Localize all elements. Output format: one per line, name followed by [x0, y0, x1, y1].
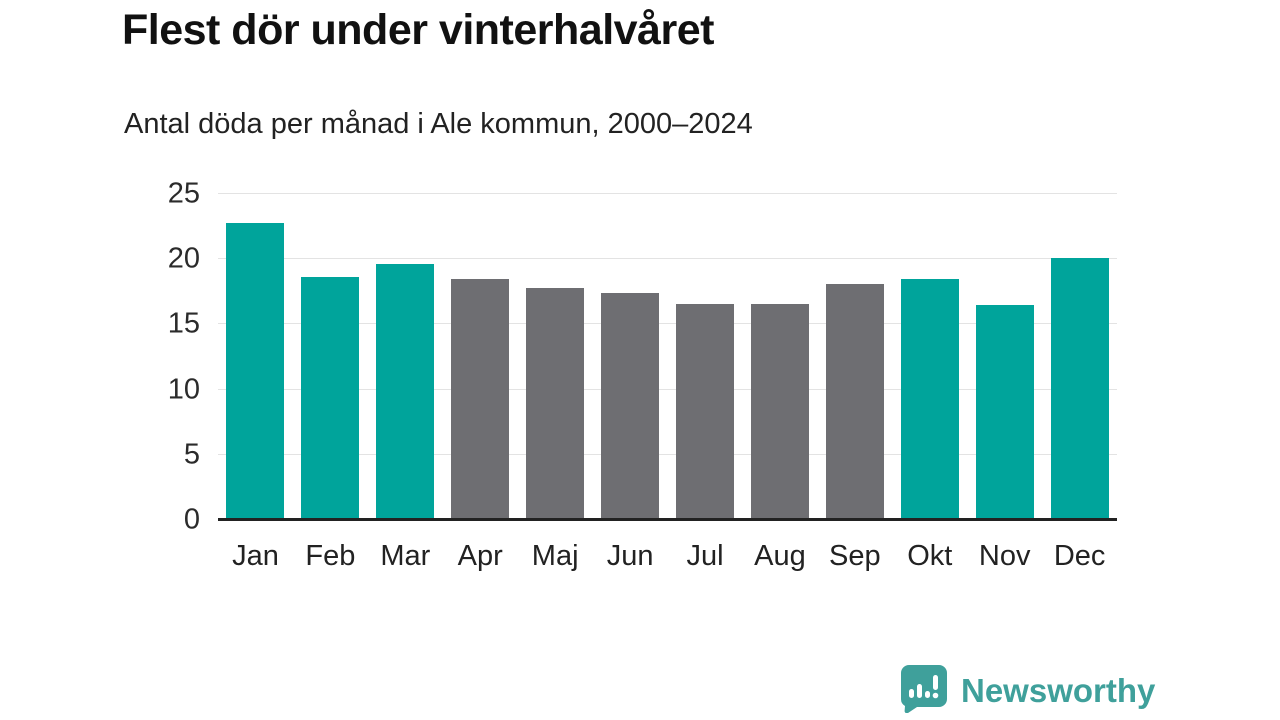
newsworthy-logo-icon — [897, 663, 949, 718]
bar-nov — [975, 304, 1034, 520]
newsworthy-logo-text: Newsworthy — [961, 671, 1156, 709]
bar-slot-mar — [368, 194, 443, 520]
gridline-10 — [218, 388, 1117, 390]
bar-slot-sep — [817, 194, 892, 520]
x-tick-label-apr: Apr — [457, 540, 503, 572]
x-tick-label-mar: Mar — [380, 540, 431, 572]
bar-slot-jun — [593, 194, 668, 520]
y-tick-label-20: 20 — [167, 242, 200, 275]
bar-okt — [900, 278, 959, 520]
bar-jun — [601, 293, 660, 520]
y-tick-label-25: 25 — [167, 177, 200, 210]
y-axis: 0 5 10 15 20 25 — [120, 178, 200, 536]
x-tick-label-okt: Okt — [907, 540, 953, 572]
chart-title: Flest dör under vinterhalvåret — [122, 6, 714, 54]
bar-jan — [226, 222, 285, 520]
x-tick-label-jan: Jan — [232, 540, 279, 572]
bars-container — [218, 194, 1117, 520]
x-tick-label-jul: Jul — [686, 540, 724, 572]
x-tick-label-maj: Maj — [531, 540, 579, 572]
y-tick-label-10: 10 — [167, 373, 200, 406]
y-tick-label-5: 5 — [183, 438, 200, 471]
gridline-15 — [218, 323, 1117, 325]
bar-slot-maj — [518, 194, 593, 520]
bar-slot-aug — [742, 194, 817, 520]
bar-slot-feb — [293, 194, 368, 520]
x-tick-label-feb: Feb — [305, 540, 356, 572]
x-tick-label-aug: Aug — [754, 540, 806, 572]
bar-sep — [825, 283, 884, 520]
bar-slot-okt — [892, 194, 967, 520]
plot-area — [218, 193, 1117, 521]
gridline-25 — [218, 193, 1117, 194]
x-tick-label-sep: Sep — [829, 540, 881, 572]
bar-jul — [675, 303, 734, 520]
bar-slot-nov — [967, 194, 1042, 520]
bar-slot-jul — [668, 194, 743, 520]
bar-apr — [451, 278, 510, 520]
x-axis-line — [218, 518, 1117, 521]
bar-slot-dec — [1042, 194, 1117, 520]
x-tick-label-nov: Nov — [978, 540, 1031, 572]
bar-maj — [526, 287, 585, 520]
chart-subtitle: Antal döda per månad i Ale kommun, 2000–… — [124, 108, 753, 140]
gridline-20 — [218, 258, 1117, 260]
newsworthy-logo: Newsworthy — [897, 663, 1155, 718]
bar-slot-jan — [218, 194, 293, 520]
bar-slot-apr — [443, 194, 518, 520]
x-tick-label-dec: Dec — [1053, 540, 1106, 572]
bar-dec — [1050, 257, 1109, 520]
y-tick-label-0: 0 — [183, 503, 200, 536]
y-tick-label-15: 15 — [167, 307, 200, 340]
bar-mar — [376, 264, 435, 520]
x-tick-label-jun: Jun — [606, 540, 654, 572]
bar-feb — [301, 277, 360, 520]
bar-aug — [750, 303, 809, 520]
gridline-5 — [218, 453, 1117, 455]
x-axis-labels: Jan Feb Mar Apr Maj Jun Jul Aug Sep Okt Nov Dec — [218, 540, 1117, 573]
